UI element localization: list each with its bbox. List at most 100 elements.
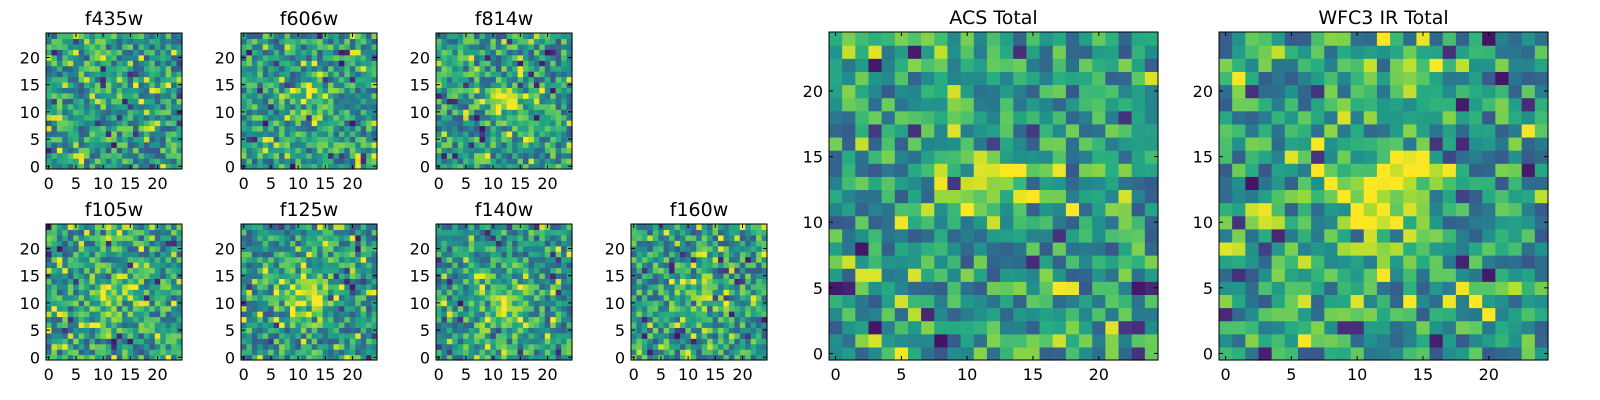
- heatmap-cell: [555, 43, 562, 50]
- heatmap-cell: [355, 316, 362, 323]
- heatmap-cell: [685, 229, 692, 236]
- heatmap-cell: [78, 229, 85, 236]
- heatmap-cell: [284, 98, 291, 105]
- heatmap-cell: [51, 49, 58, 56]
- heatmap-cell: [67, 240, 74, 247]
- heatmap-cell: [701, 283, 708, 290]
- heatmap-cell: [495, 343, 502, 350]
- heatmap-cell: [46, 43, 53, 50]
- heatmap-cell: [474, 245, 481, 252]
- heatmap-cell: [89, 71, 96, 78]
- heatmap-cell: [160, 224, 167, 231]
- heatmap-cell: [349, 267, 356, 274]
- heatmap-cell: [528, 147, 535, 154]
- heatmap-cell: [289, 267, 296, 274]
- heatmap-cell: [561, 81, 568, 88]
- heatmap-cell: [550, 43, 557, 50]
- heatmap-cell: [868, 241, 883, 256]
- heatmap-cell: [533, 305, 540, 312]
- heatmap-cell: [446, 141, 453, 148]
- heatmap-cell: [349, 234, 356, 241]
- heatmap-cell: [544, 92, 551, 99]
- heatmap-cell: [517, 65, 524, 72]
- heatmap-cell: [289, 354, 296, 361]
- heatmap-cell: [490, 234, 497, 241]
- heatmap-cell: [154, 114, 161, 121]
- heatmap-cell: [550, 136, 557, 143]
- heatmap-cell: [484, 354, 491, 361]
- heatmap-cell: [176, 343, 183, 350]
- heatmap-cell: [555, 49, 562, 56]
- heatmap-cell: [490, 251, 497, 258]
- heatmap-cell: [94, 289, 101, 296]
- heatmap-cell: [457, 43, 464, 50]
- heatmap-cell: [881, 228, 896, 243]
- heatmap-cell: [674, 316, 681, 323]
- heatmap-cell: [333, 38, 340, 45]
- heatmap-cell: [517, 76, 524, 83]
- heatmap-cell: [100, 289, 107, 296]
- heatmap-cell: [317, 49, 324, 56]
- heatmap-cell: [907, 294, 922, 309]
- heatmap-cell: [696, 321, 703, 328]
- heatmap-cell: [512, 54, 519, 61]
- heatmap-cell: [241, 289, 248, 296]
- heatmap-cell: [723, 311, 730, 318]
- heatmap-cell: [528, 267, 535, 274]
- heatmap-cell: [490, 267, 497, 274]
- heatmap-cell: [143, 305, 150, 312]
- heatmap-cell: [761, 267, 768, 274]
- heatmap-cell: [154, 81, 161, 88]
- heatmap-cell: [251, 141, 258, 148]
- heatmap-cell: [355, 92, 362, 99]
- heatmap-cell: [523, 158, 530, 165]
- heatmap-cell: [46, 152, 53, 159]
- heatmap-cell: [84, 81, 91, 88]
- x-tick-label: 5: [266, 174, 276, 193]
- heatmap-cell: [279, 98, 286, 105]
- heatmap-cell: [685, 305, 692, 312]
- heatmap-cell: [116, 343, 123, 350]
- heatmap-cell: [333, 158, 340, 165]
- heatmap-cell: [149, 54, 156, 61]
- heatmap-cell: [517, 49, 524, 56]
- heatmap-cell: [257, 300, 264, 307]
- heatmap-cell: [116, 278, 123, 285]
- heatmap-cell: [306, 316, 313, 323]
- heatmap-cell: [641, 332, 648, 339]
- heatmap-cell: [452, 240, 459, 247]
- heatmap-cell: [284, 311, 291, 318]
- heatmap-cell: [636, 240, 643, 247]
- heatmap-cell: [1079, 241, 1093, 256]
- heatmap-cell: [1052, 215, 1067, 230]
- heatmap-cell: [273, 332, 280, 339]
- heatmap-cell: [528, 71, 535, 78]
- heatmap-cell: [544, 251, 551, 258]
- heatmap-cell: [105, 262, 112, 269]
- heatmap-cell: [1105, 228, 1120, 243]
- heatmap-cell: [566, 49, 573, 56]
- heatmap-cell: [1039, 333, 1054, 348]
- heatmap-cell: [333, 103, 340, 110]
- x-tick-label: 20: [342, 174, 362, 193]
- heatmap-cell: [566, 349, 573, 356]
- heatmap-cell: [436, 251, 443, 258]
- heatmap-cell: [474, 136, 481, 143]
- heatmap-cell: [138, 256, 145, 263]
- heatmap-cell: [165, 54, 172, 61]
- heatmap-cell: [685, 300, 692, 307]
- heatmap-cell: [561, 76, 568, 83]
- heatmap-cell: [474, 130, 481, 137]
- heatmap-cell: [457, 343, 464, 350]
- heatmap-cell: [51, 76, 58, 83]
- heatmap-cell: [1026, 333, 1041, 348]
- heatmap-cell: [116, 60, 123, 67]
- heatmap-cell: [1026, 281, 1041, 295]
- heatmap-cell: [56, 300, 63, 307]
- heatmap-cell: [100, 130, 107, 137]
- heatmap-cell: [160, 87, 167, 94]
- heatmap-cell: [284, 120, 291, 127]
- heatmap-cell: [143, 311, 150, 318]
- heatmap-cell: [756, 354, 763, 361]
- heatmap-cell: [490, 49, 497, 56]
